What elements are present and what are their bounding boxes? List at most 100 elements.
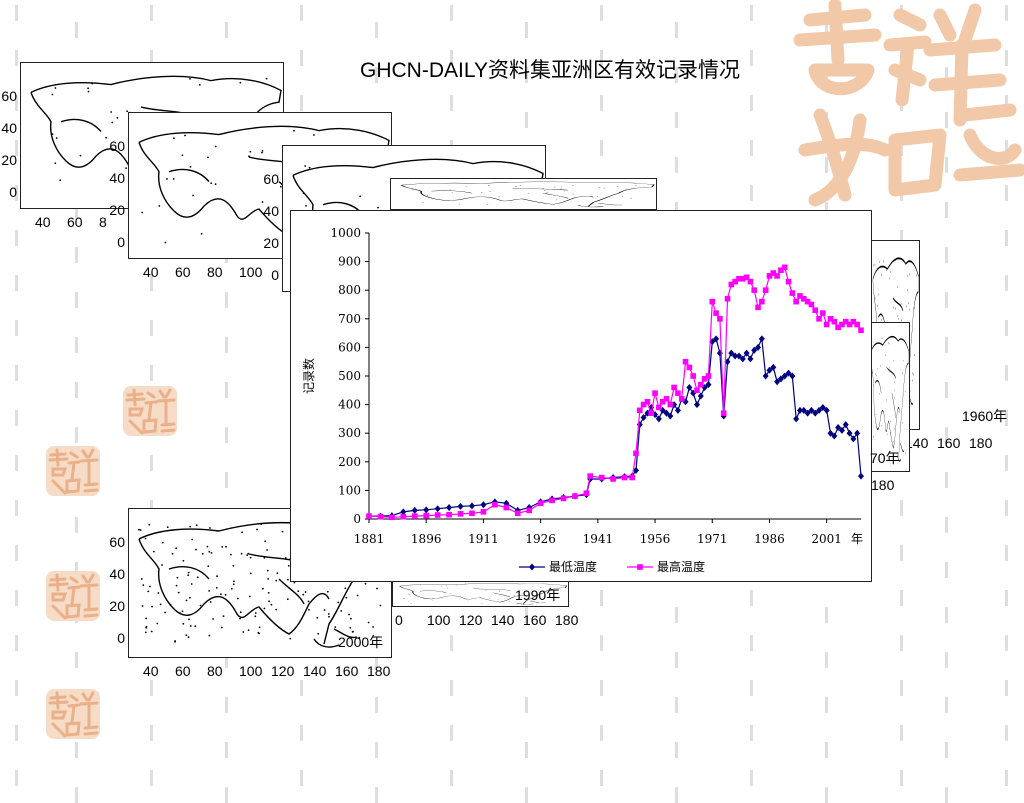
station-dot xyxy=(349,627,351,629)
station-dot xyxy=(186,600,188,602)
data-point-diamond xyxy=(412,507,418,514)
data-point-diamond xyxy=(435,505,441,512)
map-x-tick: 180 xyxy=(871,477,894,493)
station-dot xyxy=(208,551,210,553)
y-axis-label: 记录数 xyxy=(301,358,316,394)
calligraphy-stamp xyxy=(45,570,101,622)
map-x-tick: 40 xyxy=(143,663,159,679)
data-point-square xyxy=(706,373,712,379)
station-dot xyxy=(221,546,223,548)
map-y-tick: 40 xyxy=(253,203,279,219)
station-dot xyxy=(156,623,158,625)
bg-dash xyxy=(15,275,18,291)
station-dot xyxy=(266,549,268,551)
map-y-tick: 60 xyxy=(99,534,125,550)
map-x-tick: 120 xyxy=(271,663,294,679)
station-dot xyxy=(293,130,295,132)
bg-dash xyxy=(675,22,678,38)
data-point-diamond xyxy=(694,401,700,408)
bg-dash xyxy=(15,320,18,336)
station-dot xyxy=(209,635,211,637)
data-point-square xyxy=(412,513,418,519)
station-dot xyxy=(191,539,193,541)
bg-dash xyxy=(15,545,18,561)
station-dot xyxy=(55,87,57,89)
data-point-square xyxy=(690,373,696,379)
station-dot xyxy=(189,78,191,80)
map-x-tick: 100 xyxy=(239,663,262,679)
station-dot xyxy=(167,526,169,528)
station-dot xyxy=(189,526,191,528)
bg-dash xyxy=(375,742,378,758)
bg-dash xyxy=(150,725,153,741)
station-dot xyxy=(145,538,147,540)
station-dot xyxy=(145,627,147,629)
station-dot xyxy=(277,572,279,574)
station-dot xyxy=(248,155,250,157)
data-point-square xyxy=(526,508,532,514)
data-point-square xyxy=(782,265,788,271)
bg-dash xyxy=(945,472,948,488)
station-dot xyxy=(282,531,284,533)
bg-dash xyxy=(225,22,228,38)
bg-dash xyxy=(900,590,903,606)
y-tick-label: 0 xyxy=(353,512,361,526)
station-dot xyxy=(305,205,307,207)
bg-dash xyxy=(945,607,948,623)
station-dot xyxy=(271,604,273,606)
station-dot xyxy=(138,529,140,531)
bg-dash xyxy=(945,652,948,668)
station-dot xyxy=(257,632,259,634)
station-dot xyxy=(305,591,307,593)
station-dot xyxy=(153,551,155,553)
data-point-square xyxy=(698,382,704,388)
station-dot xyxy=(140,529,142,531)
data-point-square xyxy=(481,509,487,515)
station-dot xyxy=(148,524,150,526)
station-dot xyxy=(368,622,370,624)
station-dot xyxy=(357,595,359,597)
calligraphy-stamp xyxy=(122,385,178,437)
bg-dash xyxy=(75,337,78,353)
map-year-label: 1990年 xyxy=(515,585,560,605)
bg-dash xyxy=(75,787,78,803)
data-point-square xyxy=(755,305,761,311)
bg-dash xyxy=(750,635,753,651)
bg-dash xyxy=(600,140,603,156)
station-dot xyxy=(190,625,192,627)
bg-dash xyxy=(300,725,303,741)
data-point-square xyxy=(584,490,590,496)
bg-dash xyxy=(945,517,948,533)
bg-dash xyxy=(600,590,603,606)
data-point-square xyxy=(599,475,605,481)
station-dot xyxy=(328,613,330,615)
bg-dash xyxy=(1005,680,1008,696)
calligraphy-decoration xyxy=(790,0,1024,210)
bg-dash xyxy=(375,22,378,38)
station-dot xyxy=(151,631,153,633)
bg-dash xyxy=(525,22,528,38)
map-x-tick: 120 xyxy=(459,612,482,628)
data-point-square xyxy=(629,475,635,481)
bg-dash xyxy=(900,680,903,696)
station-dot xyxy=(187,574,189,576)
station-dot xyxy=(182,154,184,156)
data-point-square xyxy=(774,273,780,279)
bg-dash xyxy=(945,742,948,758)
bg-dash xyxy=(945,247,948,263)
bg-dash xyxy=(15,635,18,651)
station-dot xyxy=(182,611,184,613)
x-tick-label: 1896 xyxy=(411,532,442,546)
bg-dash xyxy=(225,472,228,488)
x-tick-label: 1911 xyxy=(468,532,499,546)
station-dot xyxy=(289,638,291,640)
data-point-square xyxy=(401,514,407,520)
station-dot xyxy=(172,553,174,555)
station-dot xyxy=(176,585,178,587)
coastline xyxy=(871,337,909,458)
station-dot xyxy=(141,578,143,580)
station-dot xyxy=(308,601,310,603)
bg-dash xyxy=(15,410,18,426)
